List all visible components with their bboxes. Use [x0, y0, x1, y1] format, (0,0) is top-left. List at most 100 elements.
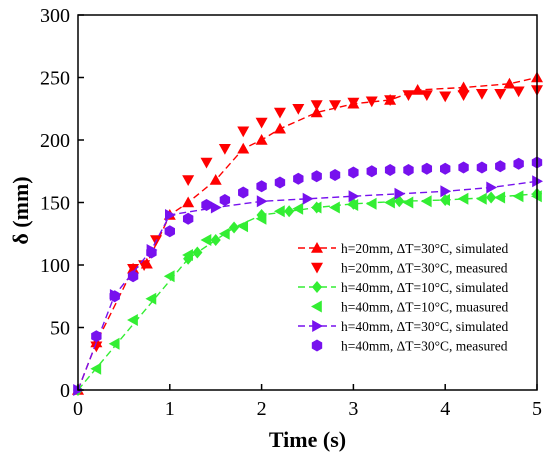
data-point: [384, 164, 396, 176]
data-point: [439, 194, 450, 206]
data-point: [273, 107, 286, 119]
legend-label: h=20mm, ΔT=30°C, measured: [341, 261, 508, 276]
data-point: [440, 185, 452, 198]
data-point: [238, 186, 249, 199]
data-point: [218, 227, 230, 240]
data-point: [486, 191, 497, 204]
legend-item: h=20mm, ΔT=30°C, measured: [311, 261, 508, 276]
legend-item: h=20mm, ΔT=30°C, simulated: [298, 241, 509, 256]
data-point: [512, 86, 525, 98]
data-point: [165, 209, 176, 221]
data-point: [420, 90, 433, 101]
legend-label: h=40mm, ΔT=30°C, measured: [341, 339, 508, 354]
data-point: [365, 197, 377, 210]
legend-label: h=20mm, ΔT=30°C, simulated: [341, 241, 509, 256]
data-point: [108, 337, 120, 350]
data-point: [237, 126, 250, 138]
data-point: [228, 221, 240, 234]
data-point: [329, 100, 342, 111]
data-point: [182, 196, 195, 208]
y-tick-label: 0: [60, 380, 70, 402]
legend-item: h=40mm, ΔT=30°C, measured: [311, 339, 508, 354]
data-point: [218, 143, 231, 155]
data-point: [163, 270, 175, 283]
data-point: [293, 172, 304, 185]
data-point: [274, 176, 286, 189]
series-layer: [72, 71, 543, 396]
legend-label: h=40mm, ΔT=10°C, simulated: [341, 280, 509, 295]
x-tick-label: 3: [348, 398, 358, 420]
data-point: [348, 166, 359, 179]
y-tick-label: 150: [40, 193, 70, 215]
x-tick-label: 5: [532, 398, 542, 420]
data-point: [310, 100, 323, 111]
data-point: [90, 362, 102, 375]
legend-marker: [311, 281, 323, 293]
data-point: [182, 212, 194, 225]
legend-marker: [311, 339, 323, 352]
data-point: [421, 162, 433, 175]
data-point: [284, 205, 295, 218]
data-point: [192, 246, 203, 259]
y-tick-label: 250: [40, 68, 70, 90]
data-point: [255, 212, 267, 225]
data-point: [210, 201, 222, 214]
data-point: [210, 234, 221, 246]
data-point: [384, 95, 397, 106]
series-2: [90, 85, 543, 353]
data-point: [310, 201, 322, 214]
x-tick-label: 0: [73, 398, 83, 420]
data-point: [201, 199, 212, 211]
data-point: [273, 205, 285, 218]
x-axis-title: Time (s): [269, 427, 346, 452]
data-point: [403, 164, 414, 176]
data-point: [494, 88, 507, 100]
data-point: [347, 97, 360, 109]
data-point: [476, 161, 488, 174]
data-point: [255, 134, 268, 145]
data-point: [503, 77, 516, 89]
data-point: [420, 195, 432, 208]
data-point: [237, 220, 249, 233]
data-point: [182, 175, 195, 186]
data-point: [145, 292, 157, 305]
data-point: [402, 196, 414, 209]
data-point: [475, 192, 487, 205]
data-point: [348, 190, 360, 203]
data-point: [402, 90, 415, 101]
data-point: [164, 225, 175, 238]
data-point: [486, 181, 498, 194]
data-point: [411, 84, 424, 95]
data-point: [127, 270, 139, 283]
data-point: [366, 165, 377, 178]
data-point: [329, 201, 340, 214]
legend-marker: [311, 300, 322, 313]
data-point: [90, 341, 103, 353]
data-point: [256, 195, 268, 208]
data-point: [237, 142, 250, 154]
series-4: [90, 190, 542, 375]
data-point: [457, 192, 469, 205]
data-point: [209, 174, 222, 185]
y-tick-label: 100: [40, 255, 70, 277]
data-point: [394, 187, 406, 200]
legend-item: h=40mm, ΔT=10°C, muasured: [311, 300, 509, 315]
y-tick-label: 50: [50, 318, 70, 340]
legend-marker: [312, 320, 323, 332]
data-point: [512, 190, 524, 203]
data-point: [219, 194, 231, 206]
data-point: [146, 246, 157, 259]
legend-marker: [311, 242, 323, 253]
legend-item: h=40mm, ΔT=30°C, simulated: [298, 319, 509, 334]
y-tick-label: 200: [40, 130, 70, 152]
data-point: [127, 263, 140, 275]
data-point: [475, 88, 488, 100]
data-point: [494, 191, 506, 204]
data-point: [255, 117, 268, 129]
data-point: [256, 209, 267, 221]
data-point: [292, 202, 304, 215]
data-point: [200, 234, 212, 246]
legend-label: h=40mm, ΔT=10°C, muasured: [341, 300, 509, 315]
data-point: [292, 103, 305, 115]
